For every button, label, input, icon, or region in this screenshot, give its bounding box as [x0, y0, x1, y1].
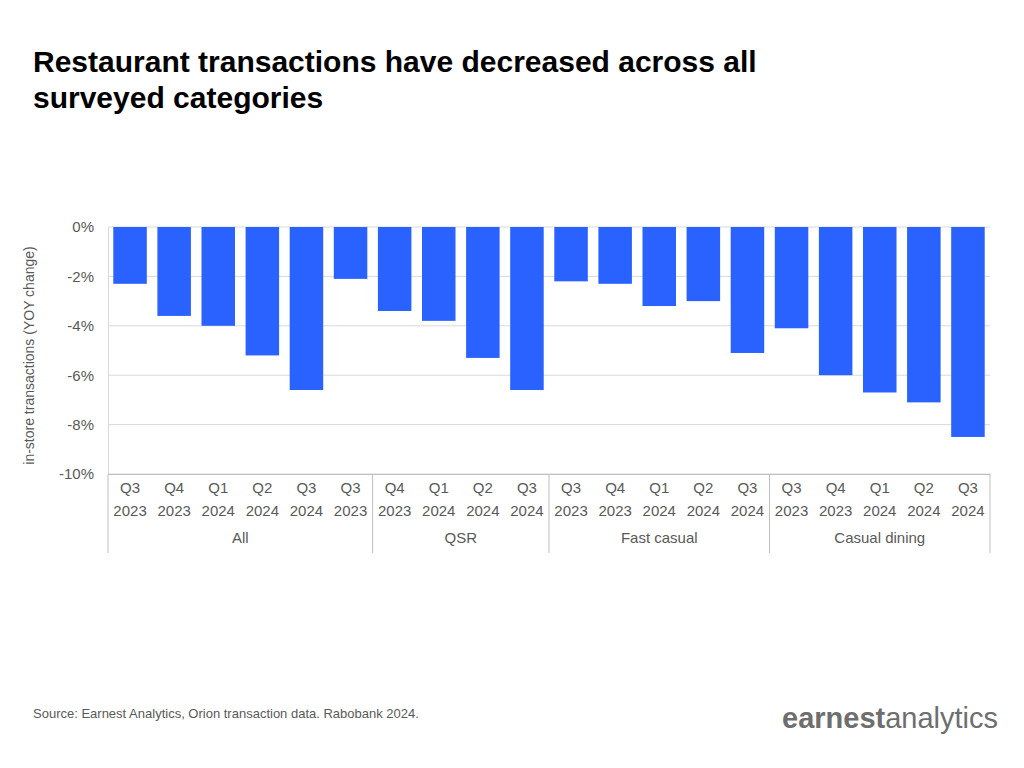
- x-tick: Q12024: [643, 474, 676, 519]
- bar: [731, 227, 765, 353]
- grid-line: [108, 276, 990, 277]
- bar: [554, 227, 588, 281]
- x-tick-label: Q22024: [687, 479, 720, 519]
- x-tick-label: Q42023: [819, 479, 852, 519]
- bar: [907, 227, 941, 402]
- x-tick: Q32024: [951, 474, 984, 519]
- bar: [863, 227, 897, 392]
- chart: Restaurant transactions have decreased a…: [0, 0, 1024, 768]
- logo-part: earnest: [782, 702, 886, 734]
- group-label: Fast casual: [621, 529, 698, 546]
- grid-line: [108, 375, 990, 376]
- x-tick: Q32024: [510, 474, 543, 519]
- y-tick-label: -2%: [67, 268, 94, 285]
- grid-line: [108, 424, 990, 425]
- y-tick-label: 0%: [72, 218, 94, 235]
- bar: [113, 227, 147, 284]
- source: Source: Earnest Analytics, Orion transac…: [33, 706, 419, 721]
- x-tick: Q32023: [334, 474, 367, 519]
- title: Restaurant transactions have decreased a…: [33, 45, 757, 114]
- group-separator: [372, 474, 373, 553]
- grid-line: [108, 227, 990, 228]
- x-tick-label: Q12024: [643, 479, 676, 519]
- bar: [598, 227, 632, 284]
- y-tick: -2%: [67, 268, 108, 285]
- y-tick: 0%: [72, 218, 108, 235]
- x-tick-label: Q32023: [554, 479, 587, 519]
- bar: [334, 227, 368, 279]
- bar: [290, 227, 324, 390]
- x-tick: Q32024: [290, 474, 323, 519]
- x-tick-label: Q22024: [907, 479, 940, 519]
- x-tick-label: Q32023: [775, 479, 808, 519]
- x-tick-label: Q32023: [113, 479, 146, 519]
- y-axis-title: in-store transactions (YOY change): [21, 246, 37, 464]
- x-tick-label: Q32024: [951, 479, 984, 519]
- x-tick-label: Q12024: [422, 479, 455, 519]
- x-tick-label: Q32024: [731, 479, 764, 519]
- x-tick-label: Q32024: [290, 479, 323, 519]
- x-tick: Q32023: [113, 474, 146, 519]
- x-tick-label: Q42023: [598, 479, 631, 519]
- x-tick: Q22024: [246, 474, 279, 519]
- logo-part: analytics: [885, 702, 998, 734]
- y-tick: -4%: [67, 317, 108, 334]
- y-tick-label: -4%: [67, 317, 94, 334]
- y-tick-label: -8%: [67, 416, 94, 433]
- x-tick-label: Q42023: [157, 479, 190, 519]
- x-tick: Q12024: [202, 474, 235, 519]
- grid-line: [108, 325, 990, 326]
- bar: [951, 227, 985, 437]
- x-tick-label: Q32023: [334, 479, 367, 519]
- x-tick: Q42023: [378, 474, 411, 519]
- x-tick-label: Q22024: [466, 479, 499, 519]
- bars: [113, 227, 984, 437]
- x-tick: Q22024: [466, 474, 499, 519]
- y-axis: 0% -2% -4% -6% -8% -10%: [59, 218, 109, 482]
- x-tick: Q32023: [554, 474, 587, 519]
- x-tick: Q32024: [731, 474, 764, 519]
- bar: [819, 227, 853, 375]
- bar: [201, 227, 235, 326]
- x-tick: Q42023: [819, 474, 852, 519]
- x-tick: Q42023: [598, 474, 631, 519]
- x-tick-label: Q22024: [246, 479, 279, 519]
- group-separator: [108, 474, 109, 553]
- y-tick: -8%: [67, 416, 108, 433]
- bar: [246, 227, 280, 355]
- bar: [157, 227, 191, 316]
- x-tick-label: Q12024: [863, 479, 896, 519]
- y-tick-label: -10%: [59, 465, 94, 482]
- group-separator: [549, 474, 550, 553]
- x-tick: Q42023: [157, 474, 190, 519]
- group-label: All: [232, 529, 249, 546]
- y-tick: -6%: [67, 367, 108, 384]
- bar: [510, 227, 544, 390]
- category-groups: All QSR Fast casual Casual dining: [108, 474, 990, 553]
- y-tick-label: -6%: [67, 367, 94, 384]
- group-label: Casual dining: [834, 529, 925, 546]
- x-tick-label: Q42023: [378, 479, 411, 519]
- group-separator: [990, 474, 991, 553]
- group-label: QSR: [445, 529, 478, 546]
- bar: [422, 227, 456, 321]
- bar: [466, 227, 500, 358]
- bar: [687, 227, 721, 301]
- x-tick-label: Q32024: [510, 479, 543, 519]
- grid: [108, 227, 990, 474]
- bar: [642, 227, 676, 306]
- x-tick-label: Q12024: [202, 479, 235, 519]
- bar: [775, 227, 809, 328]
- group-separator: [769, 474, 770, 553]
- x-tick: Q12024: [422, 474, 455, 519]
- x-tick: Q12024: [863, 474, 896, 519]
- x-tick: Q32023: [775, 474, 808, 519]
- bar: [378, 227, 412, 311]
- x-tick: Q22024: [687, 474, 720, 519]
- logo: earnestanalytics: [782, 702, 998, 734]
- x-tick: Q22024: [907, 474, 940, 519]
- y-axis-line: [108, 228, 109, 475]
- y-tick: -10%: [59, 465, 108, 482]
